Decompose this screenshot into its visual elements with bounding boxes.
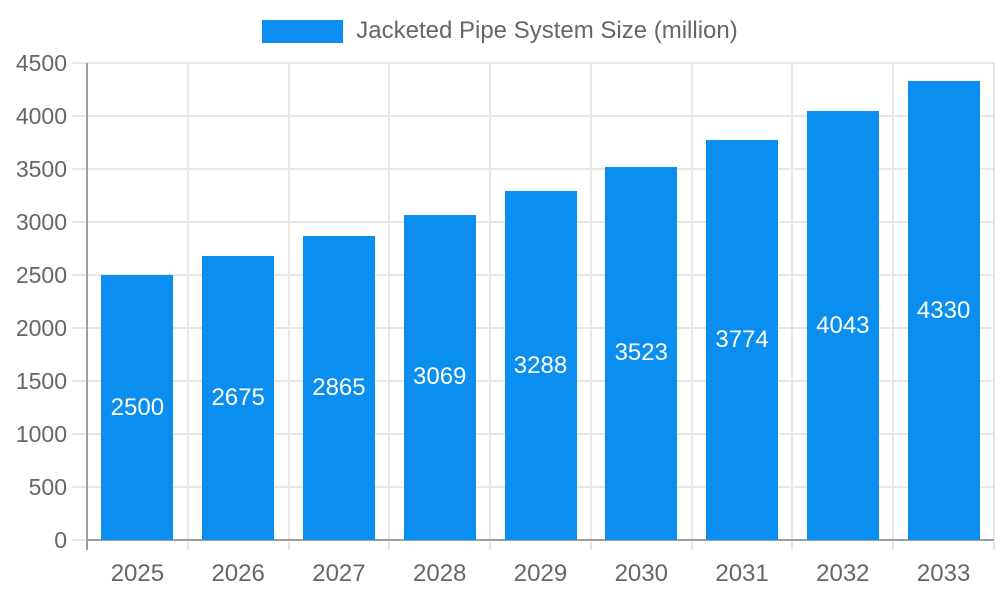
h-gridline bbox=[87, 115, 994, 117]
bar bbox=[806, 111, 879, 540]
bar bbox=[907, 81, 980, 540]
x-tick-label: 2028 bbox=[413, 560, 467, 587]
v-gridline bbox=[287, 63, 290, 540]
x-tick-mark bbox=[892, 542, 895, 550]
x-tick-mark bbox=[388, 542, 391, 550]
y-tick-mark bbox=[72, 221, 87, 223]
x-tick-label: 2033 bbox=[916, 560, 971, 587]
bar-value-label: 2500 bbox=[110, 393, 165, 421]
x-tick-label: 2030 bbox=[614, 560, 668, 587]
y-tick-label: 2000 bbox=[15, 315, 67, 341]
bar-value-label: 3523 bbox=[614, 339, 668, 367]
bar bbox=[403, 214, 476, 540]
legend-label: Jacketed Pipe System Size (million) bbox=[356, 17, 738, 44]
h-gridline bbox=[87, 62, 994, 64]
y-tick-mark bbox=[72, 380, 87, 382]
y-axis-line bbox=[86, 63, 88, 550]
x-tick-label: 2029 bbox=[513, 560, 568, 587]
y-tick-mark bbox=[72, 486, 87, 488]
v-gridline bbox=[993, 63, 995, 540]
x-tick-mark bbox=[690, 542, 693, 550]
y-tick-mark bbox=[72, 168, 87, 170]
y-tick-label: 500 bbox=[28, 474, 67, 500]
x-tick-mark bbox=[791, 542, 794, 550]
v-gridline bbox=[892, 63, 895, 540]
bar-value-label: 3288 bbox=[513, 351, 568, 379]
y-tick-mark bbox=[72, 327, 87, 329]
x-tick-mark bbox=[186, 542, 189, 550]
bar-value-label: 3069 bbox=[413, 363, 467, 391]
bar-value-label: 4043 bbox=[816, 311, 870, 339]
bar bbox=[605, 166, 678, 540]
x-tick-mark bbox=[287, 542, 290, 550]
x-tick-label: 2026 bbox=[211, 560, 265, 587]
y-tick-label: 1000 bbox=[15, 421, 67, 447]
bar bbox=[101, 275, 174, 540]
x-tick-mark bbox=[589, 542, 592, 550]
x-tick-mark bbox=[489, 542, 492, 550]
y-tick-label: 4000 bbox=[15, 103, 67, 129]
chart-legend[interactable]: Jacketed Pipe System Size (million) bbox=[0, 17, 1000, 45]
bar bbox=[504, 191, 577, 540]
v-gridline bbox=[388, 63, 391, 540]
bar-value-label: 2675 bbox=[211, 384, 265, 412]
h-gridline bbox=[87, 168, 994, 170]
y-tick-mark bbox=[72, 433, 87, 435]
bar bbox=[202, 256, 275, 540]
y-tick-mark bbox=[72, 274, 87, 276]
legend-swatch bbox=[262, 19, 344, 43]
x-tick-label: 2032 bbox=[816, 560, 870, 587]
x-tick-label: 2025 bbox=[110, 560, 165, 587]
v-gridline bbox=[489, 63, 492, 540]
y-tick-label: 4500 bbox=[15, 50, 67, 76]
v-gridline bbox=[589, 63, 592, 540]
y-tick-mark bbox=[72, 62, 87, 64]
v-gridline bbox=[186, 63, 189, 540]
x-tick-mark bbox=[993, 542, 995, 550]
y-tick-label: 3000 bbox=[15, 209, 67, 235]
bar-value-label: 3774 bbox=[715, 325, 769, 353]
bar bbox=[706, 139, 779, 540]
x-axis-line bbox=[86, 539, 994, 541]
bar bbox=[302, 236, 375, 540]
y-tick-label: 0 bbox=[54, 527, 67, 553]
y-tick-mark bbox=[72, 539, 87, 541]
y-tick-mark bbox=[72, 115, 87, 117]
y-tick-label: 1500 bbox=[15, 368, 67, 394]
x-tick-label: 2031 bbox=[715, 560, 769, 587]
v-gridline bbox=[791, 63, 794, 540]
x-tick-label: 2027 bbox=[312, 560, 366, 587]
bar-value-label: 2865 bbox=[312, 374, 366, 402]
y-tick-label: 3500 bbox=[15, 156, 67, 182]
bar-value-label: 4330 bbox=[916, 296, 971, 324]
v-gridline bbox=[690, 63, 693, 540]
y-tick-label: 2500 bbox=[15, 262, 67, 288]
